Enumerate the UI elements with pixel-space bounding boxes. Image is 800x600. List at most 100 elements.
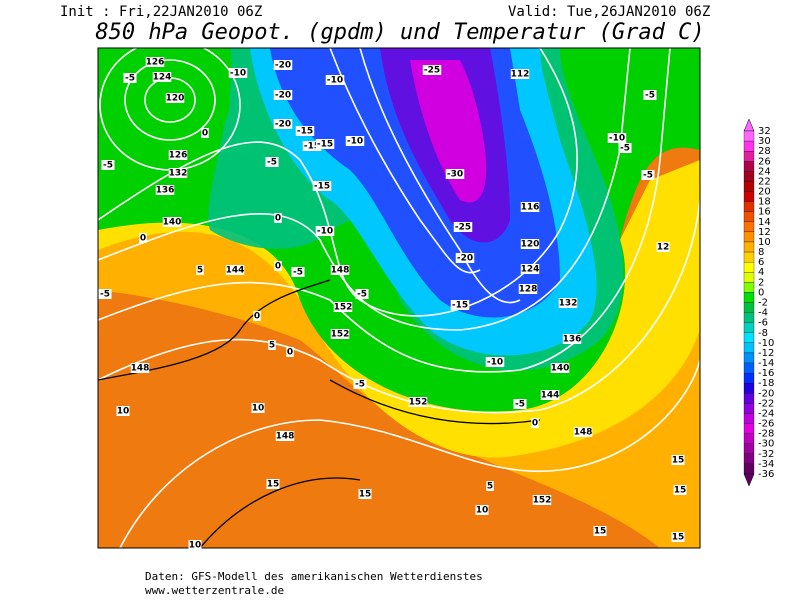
contour-label: -10 xyxy=(327,76,343,86)
footer-url: www.wetterzentrale.de xyxy=(145,584,284,597)
contour-label: 10 xyxy=(252,404,265,414)
contour-label-bg xyxy=(325,75,345,85)
colorbar-label: 18 xyxy=(758,197,771,208)
contour-label-bg xyxy=(345,136,365,146)
contour-label: -20 xyxy=(275,91,291,101)
colorbar-label: -10 xyxy=(758,338,774,349)
contour-label-bg xyxy=(168,168,188,178)
contour-label-bg xyxy=(152,72,172,82)
contour-label-bg xyxy=(302,141,322,151)
contour-label-bg xyxy=(274,261,282,271)
colorbar-swatch xyxy=(743,181,755,192)
contour-label-bg xyxy=(643,90,657,100)
colorbar-swatch xyxy=(743,433,755,444)
contour-label: 0 xyxy=(140,234,146,244)
contour-label-bg xyxy=(315,139,335,149)
colorbar-swatch xyxy=(743,221,755,233)
colorbar-label: -36 xyxy=(758,469,774,480)
colorbar-label: 14 xyxy=(758,217,771,228)
contour-label-bg xyxy=(532,495,552,505)
contour-label: 120 xyxy=(521,240,540,250)
contour-label-bg xyxy=(116,406,130,416)
colorbar-label: 0 xyxy=(758,287,764,298)
colorbar-label: -30 xyxy=(758,439,774,450)
contour-label: 140 xyxy=(163,218,182,228)
colorbar-swatch xyxy=(743,352,755,364)
colorbar-swatch xyxy=(743,272,755,283)
colorbar-swatch xyxy=(743,302,755,313)
contour-label: 152 xyxy=(409,398,428,408)
colorbar-label: -2 xyxy=(758,298,768,309)
colorbar-label: -24 xyxy=(758,408,774,419)
contour-label: -5 xyxy=(293,268,303,278)
colorbar-swatch xyxy=(743,372,755,384)
contour-label-bg xyxy=(265,157,279,167)
contour-label: -15 xyxy=(452,301,468,311)
colorbar-cap xyxy=(743,473,755,487)
colorbar-swatch xyxy=(743,211,755,222)
contour-label: -10 xyxy=(317,227,333,237)
colorbar-swatch xyxy=(743,463,755,475)
colorbar-swatch xyxy=(743,261,755,273)
colorbar-label: 26 xyxy=(758,156,771,167)
colorbar-label: 10 xyxy=(758,237,771,248)
contour-label: 0 xyxy=(275,262,281,272)
contour-label-bg xyxy=(450,300,470,310)
contour-label-bg xyxy=(266,479,280,489)
contour-label: 148 xyxy=(131,364,150,374)
contour-label: 132 xyxy=(559,299,578,309)
contour-label-bg xyxy=(98,289,112,299)
contour-label: -5 xyxy=(355,380,365,390)
contour-label: -15 xyxy=(317,140,333,150)
colorbar-swatch xyxy=(743,423,755,434)
contour-label: 15 xyxy=(674,486,687,496)
contour-label-bg xyxy=(123,73,137,83)
init-time: Init : Fri,22JAN2010 06Z xyxy=(60,4,262,20)
colorbar-swatch xyxy=(743,413,755,424)
footer-source: Daten: GFS-Modell des amerikanischen Wet… xyxy=(145,570,483,583)
contour-label-bg xyxy=(485,357,505,367)
colorbar-label: -12 xyxy=(758,348,774,359)
colorbar-label: -14 xyxy=(758,358,774,369)
contour-label: -15 xyxy=(297,127,313,137)
contour-label: -15 xyxy=(314,182,330,192)
contour-label-bg xyxy=(273,60,293,70)
contour-label: -10 xyxy=(609,134,625,144)
contour-label-bg xyxy=(445,169,465,179)
colorbar-swatch xyxy=(743,453,755,465)
contour-label-bg xyxy=(139,233,147,243)
contour-label: 144 xyxy=(226,266,245,276)
colorbar-swatch xyxy=(743,201,755,212)
contour-label: 15 xyxy=(267,480,280,490)
contour-label: -5 xyxy=(645,91,655,101)
contour-label-bg xyxy=(155,185,175,195)
colorbar-swatch xyxy=(743,161,755,172)
colorbar-label: -18 xyxy=(758,378,774,389)
contour-label-bg xyxy=(520,264,540,274)
colorbar-label: 32 xyxy=(758,126,771,137)
contour-label: 0 xyxy=(532,419,538,429)
contour-label: -25 xyxy=(424,66,440,76)
contour-label-bg xyxy=(531,418,539,428)
colorbar-swatch xyxy=(743,393,755,404)
colorbar-label: 24 xyxy=(758,166,771,177)
contour-label: 116 xyxy=(521,203,540,213)
colorbar-label: -20 xyxy=(758,388,774,399)
map-frame xyxy=(97,47,701,549)
colorbar-label: -28 xyxy=(758,429,774,440)
contour-label-bg xyxy=(165,93,185,103)
contour-label: 15 xyxy=(672,456,685,466)
contour-label: 136 xyxy=(156,186,175,196)
contour-label-bg xyxy=(295,126,315,136)
contour-label: 152 xyxy=(331,330,350,340)
contour-label: 132 xyxy=(169,169,188,179)
contour-label-bg xyxy=(225,265,245,275)
contour-label-bg xyxy=(274,213,282,223)
contour-label-bg xyxy=(355,289,369,299)
colorbar-label: -6 xyxy=(758,318,768,329)
contour-label: -5 xyxy=(515,400,525,410)
contour-label-bg xyxy=(273,90,293,100)
contour-label-bg xyxy=(196,265,204,275)
contour-label: 15 xyxy=(594,527,607,537)
contour-label-bg xyxy=(550,363,570,373)
